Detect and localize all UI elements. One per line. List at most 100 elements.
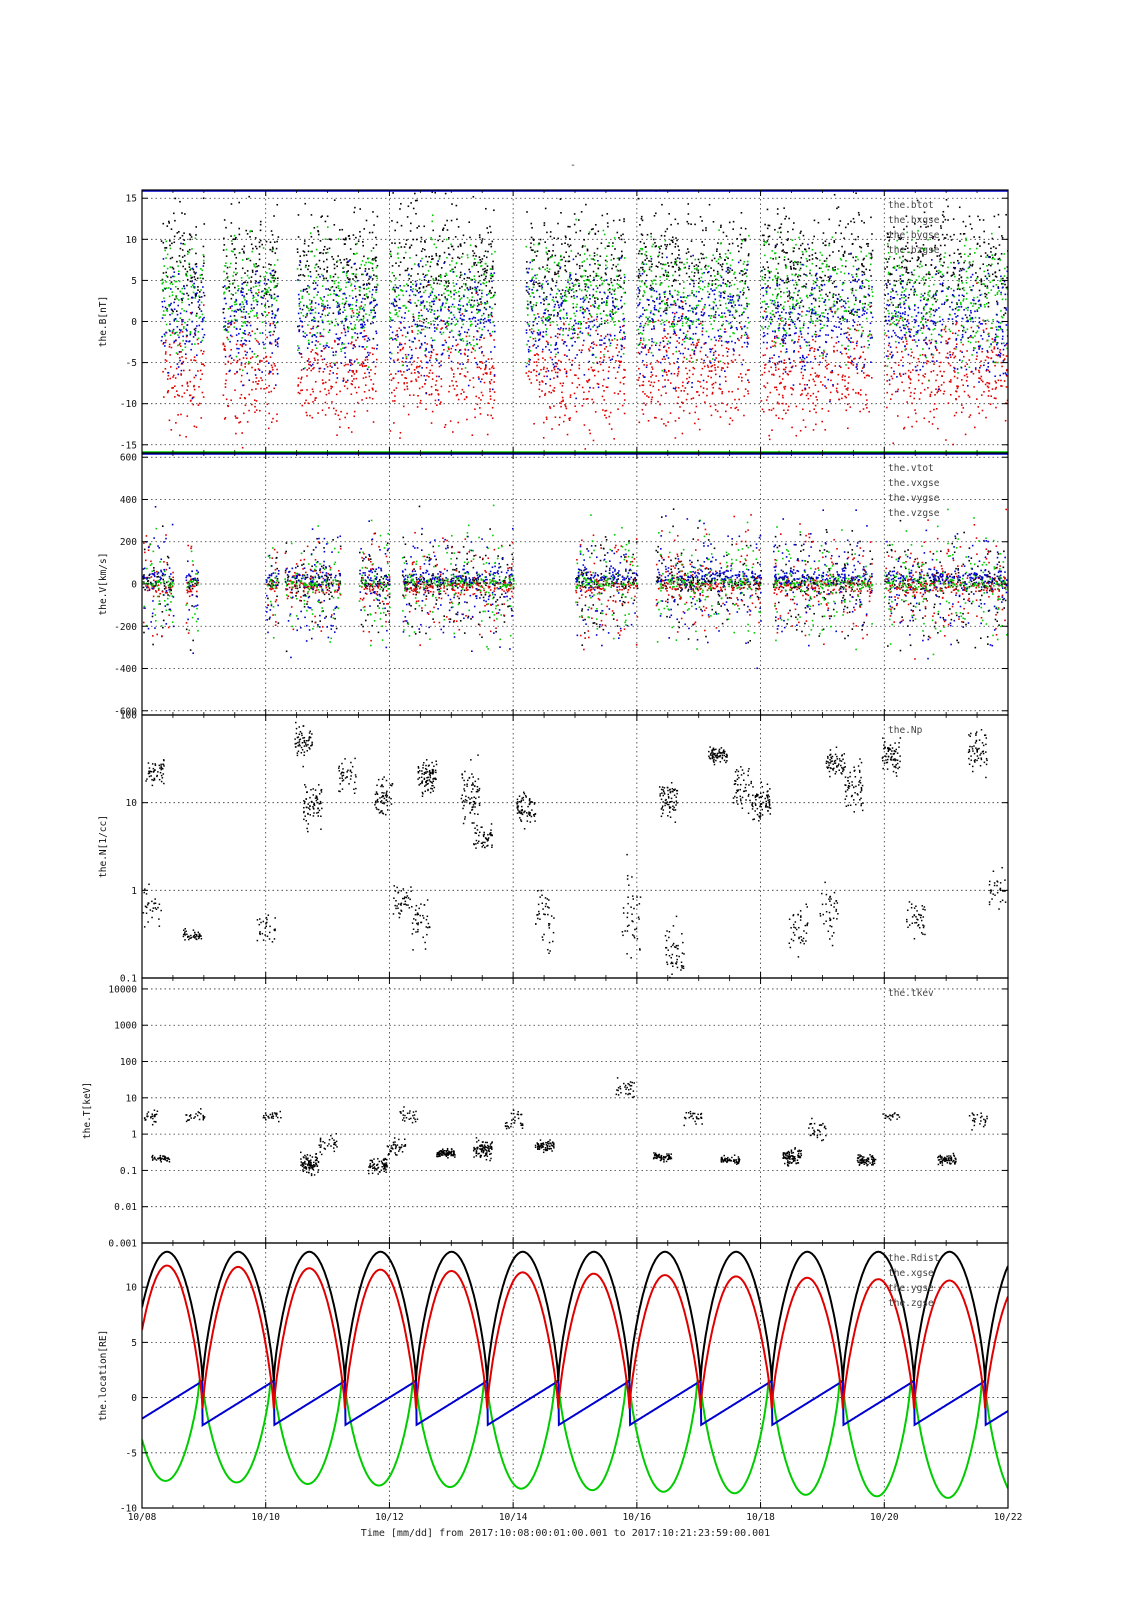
data-point-the-bygse [370, 312, 372, 314]
data-point-the-btot [785, 264, 787, 266]
data-point-the-btot [490, 243, 492, 245]
data-point-the-btot [343, 238, 345, 240]
data-point-the-bygse [492, 321, 494, 323]
data-point-the-bygse [456, 275, 458, 277]
data-point-the-bxgse [369, 397, 371, 399]
data-point-the-bxgse [815, 424, 817, 426]
data-point-the-bygse [533, 287, 535, 289]
data-point-the-bygse [225, 279, 227, 281]
data-point-the-bygse [396, 314, 398, 316]
data-point-the-bygse [322, 304, 324, 306]
data-point-the-bygse [456, 262, 458, 264]
data-point-the-bygse [591, 258, 593, 260]
data-point-the-bxgse [466, 397, 468, 399]
data-point-the-bxgse [271, 365, 273, 367]
data-point-the-bygse [465, 367, 467, 369]
data-point-the-btot [957, 249, 959, 251]
data-point-the-bygse [600, 313, 602, 315]
data-point-the-bygse [694, 268, 696, 270]
data-point-the-btot [570, 244, 572, 246]
data-point-the-bxgse [254, 411, 256, 413]
data-point-the-bxgse [345, 364, 347, 366]
data-point-the-bxgse [706, 388, 708, 390]
data-point-the-bygse [305, 266, 307, 268]
data-point-the-bxgse [254, 399, 256, 401]
data-point-the-bygse [327, 294, 329, 296]
data-point-the-bxgse [322, 383, 324, 385]
data-point-the-bygse [579, 310, 581, 312]
data-point-the-btot [854, 329, 856, 331]
data-point-the-bxgse [326, 394, 328, 396]
data-point-the-btot [642, 261, 644, 263]
data-point-the-btot [861, 247, 863, 249]
data-point-the-bxgse [971, 327, 973, 329]
data-point-the-bxgse [301, 389, 303, 391]
data-point-the-btot [243, 251, 245, 253]
data-point-the-btot [906, 284, 908, 286]
data-point-the-bxgse [941, 375, 943, 377]
data-point-the-bxgse [276, 413, 278, 415]
data-point-the-btot [812, 254, 814, 256]
data-point-the-btot [671, 253, 673, 255]
data-point-the-bygse [596, 254, 598, 256]
data-point-the-bxgse [481, 392, 483, 394]
data-point-the-btot [675, 243, 677, 245]
data-point-the-bxgse [922, 375, 924, 377]
data-point-the-bxgse [747, 390, 749, 392]
data-point-the-bygse [446, 286, 448, 288]
data-point-the-bygse [551, 256, 553, 258]
data-point-the-bygse [545, 318, 547, 320]
data-point-the-btot [180, 262, 182, 264]
data-point-the-bxgse [696, 343, 698, 345]
data-point-the-bxgse [258, 380, 260, 382]
data-point-the-bxgse [669, 363, 671, 365]
data-point-the-bygse [425, 264, 427, 266]
data-point-the-bxgse [902, 357, 904, 359]
data-point-the-bxgse [954, 415, 956, 417]
data-point-the-btot [245, 230, 247, 232]
data-point-the-btot [565, 260, 567, 262]
data-point-the-bxgse [886, 374, 888, 376]
data-point-the-bxgse [542, 351, 544, 353]
data-point-the-bxgse [257, 341, 259, 343]
data-point-the-btot [456, 205, 458, 207]
data-point-the-btot [808, 248, 810, 250]
data-point-the-btot [992, 273, 994, 275]
data-point-the-btot [560, 293, 562, 295]
data-point-the-bygse [171, 313, 173, 315]
data-point-the-bxgse [257, 355, 259, 357]
data-point-the-btot [574, 224, 576, 226]
data-point-the-btot [958, 278, 960, 280]
data-point-the-bxgse [607, 386, 609, 388]
data-point-the-bxgse [822, 357, 824, 359]
data-point-the-btot [491, 241, 493, 243]
data-point-the-bxgse [561, 401, 563, 403]
data-point-the-bygse [446, 257, 448, 259]
data-point-the-btot [255, 246, 257, 248]
data-point-the-bxgse [611, 339, 613, 341]
data-point-the-bygse [390, 319, 392, 321]
data-point-the-bxgse [329, 370, 331, 372]
data-point-the-btot [709, 204, 711, 206]
data-point-the-btot [478, 304, 480, 306]
data-point-the-bxgse [467, 361, 469, 363]
data-point-the-bxgse [436, 380, 438, 382]
data-point-the-btot [980, 278, 982, 280]
data-point-the-bygse [675, 351, 677, 353]
data-point-the-btot [973, 236, 975, 238]
data-point-the-btot [741, 314, 743, 316]
data-point-the-bxgse [782, 397, 784, 399]
data-point-the-bxgse [701, 331, 703, 333]
data-point-the-bxgse [247, 421, 249, 423]
data-point-the-btot [890, 299, 892, 301]
data-point-the-bxgse [559, 329, 561, 331]
data-point-the-bxgse [659, 345, 661, 347]
data-point-the-bxgse [988, 390, 990, 392]
data-point-the-bxgse [257, 383, 259, 385]
data-point-the-bxgse [918, 374, 920, 376]
data-point-the-bygse [653, 280, 655, 282]
data-point-the-bxgse [935, 388, 937, 390]
data-point-the-btot [925, 279, 927, 281]
data-point-the-btot [345, 237, 347, 239]
data-point-the-btot [444, 275, 446, 277]
